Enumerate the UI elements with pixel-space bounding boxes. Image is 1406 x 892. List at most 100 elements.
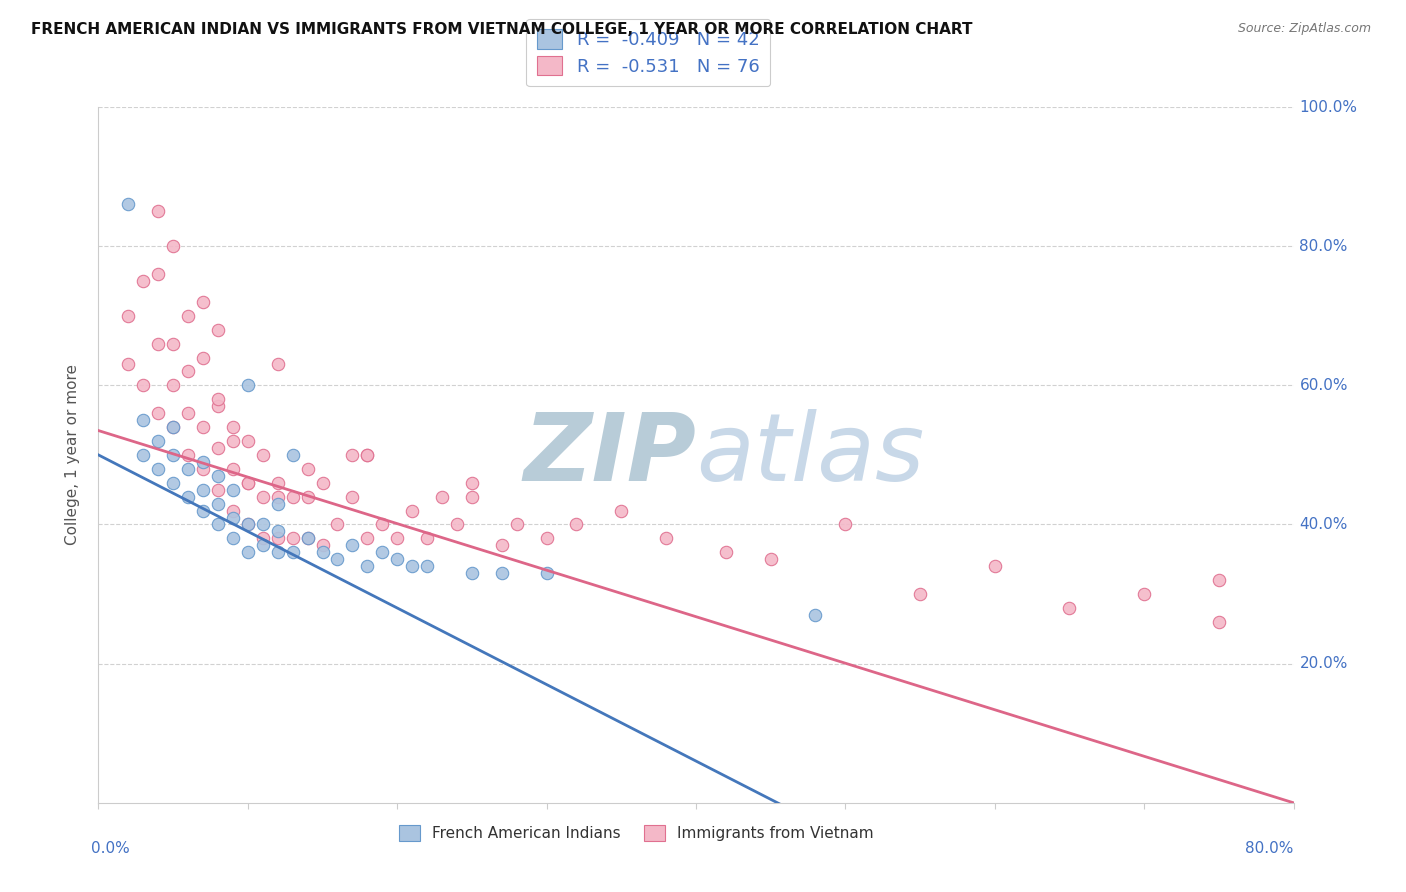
Point — [207, 323, 229, 337]
Point — [222, 503, 245, 517]
Point — [804, 607, 827, 622]
Point — [655, 532, 678, 546]
Point — [222, 462, 245, 476]
Point — [236, 378, 259, 392]
Text: 80.0%: 80.0% — [1246, 841, 1294, 856]
Point — [207, 392, 229, 407]
Point — [162, 378, 184, 392]
Point — [759, 552, 782, 566]
Text: 80.0%: 80.0% — [1299, 239, 1348, 253]
Point — [401, 503, 423, 517]
Point — [297, 490, 319, 504]
Point — [1059, 601, 1081, 615]
Point — [177, 364, 200, 378]
Point — [416, 532, 439, 546]
Point — [177, 448, 200, 462]
Point — [222, 532, 245, 546]
Point — [236, 475, 259, 490]
Point — [610, 503, 633, 517]
Point — [177, 406, 200, 420]
Point — [267, 475, 290, 490]
Text: ZIP: ZIP — [523, 409, 696, 501]
Point — [356, 532, 378, 546]
Point — [281, 545, 304, 559]
Point — [148, 462, 170, 476]
Point — [191, 462, 214, 476]
Point — [1208, 573, 1230, 587]
Point — [311, 475, 333, 490]
Point — [162, 420, 184, 434]
Point — [536, 566, 558, 581]
Point — [267, 545, 290, 559]
Point — [148, 204, 170, 219]
Point — [162, 336, 184, 351]
Point — [1133, 587, 1156, 601]
Point — [342, 490, 364, 504]
Point — [297, 462, 319, 476]
Point — [267, 358, 290, 372]
Point — [207, 483, 229, 497]
Point — [236, 517, 259, 532]
Point — [252, 448, 274, 462]
Point — [236, 434, 259, 448]
Point — [461, 566, 484, 581]
Point — [416, 559, 439, 574]
Point — [385, 552, 409, 566]
Point — [207, 517, 229, 532]
Point — [326, 552, 349, 566]
Point — [117, 309, 139, 323]
Point — [430, 490, 453, 504]
Point — [162, 239, 184, 253]
Point — [177, 309, 200, 323]
Point — [281, 448, 304, 462]
Point — [191, 483, 214, 497]
Point — [371, 545, 394, 559]
Point — [297, 532, 319, 546]
Point — [385, 532, 409, 546]
Point — [117, 197, 139, 211]
Point — [536, 532, 558, 546]
Point — [252, 517, 274, 532]
Point — [908, 587, 931, 601]
Point — [177, 462, 200, 476]
Point — [162, 448, 184, 462]
Text: 100.0%: 100.0% — [1299, 100, 1358, 114]
Point — [326, 517, 349, 532]
Point — [236, 517, 259, 532]
Point — [132, 274, 155, 288]
Point — [461, 490, 484, 504]
Legend: French American Indians, Immigrants from Vietnam: French American Indians, Immigrants from… — [392, 819, 880, 847]
Point — [565, 517, 588, 532]
Point — [207, 441, 229, 455]
Point — [148, 267, 170, 281]
Point — [162, 420, 184, 434]
Point — [342, 448, 364, 462]
Point — [267, 524, 290, 539]
Point — [491, 538, 513, 552]
Point — [342, 538, 364, 552]
Point — [191, 294, 214, 309]
Point — [207, 497, 229, 511]
Point — [1208, 615, 1230, 629]
Point — [162, 475, 184, 490]
Point — [356, 448, 378, 462]
Point — [281, 532, 304, 546]
Point — [311, 538, 333, 552]
Point — [177, 490, 200, 504]
Text: 60.0%: 60.0% — [1299, 378, 1348, 392]
Point — [132, 378, 155, 392]
Point — [222, 420, 245, 434]
Point — [222, 434, 245, 448]
Point — [148, 336, 170, 351]
Point — [506, 517, 529, 532]
Point — [132, 448, 155, 462]
Point — [191, 420, 214, 434]
Point — [446, 517, 468, 532]
Point — [267, 532, 290, 546]
Point — [356, 448, 378, 462]
Point — [117, 358, 139, 372]
Point — [222, 483, 245, 497]
Point — [148, 406, 170, 420]
Text: FRENCH AMERICAN INDIAN VS IMMIGRANTS FROM VIETNAM COLLEGE, 1 YEAR OR MORE CORREL: FRENCH AMERICAN INDIAN VS IMMIGRANTS FRO… — [31, 22, 973, 37]
Point — [461, 475, 484, 490]
